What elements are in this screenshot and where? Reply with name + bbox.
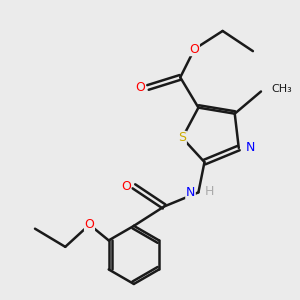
Text: H: H: [205, 185, 214, 198]
Text: S: S: [178, 131, 186, 144]
Text: O: O: [135, 81, 145, 94]
Text: O: O: [85, 218, 94, 231]
Text: O: O: [121, 180, 130, 193]
Text: N: N: [186, 186, 195, 199]
Text: CH₃: CH₃: [271, 85, 292, 94]
Text: N: N: [246, 142, 255, 154]
Text: O: O: [190, 43, 199, 56]
